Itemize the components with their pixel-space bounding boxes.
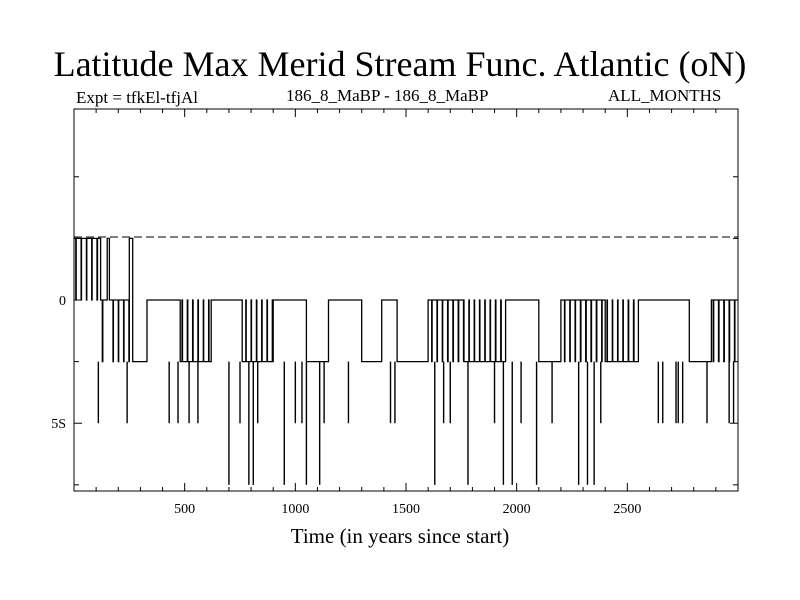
x-tick-label: 1500: [392, 502, 420, 517]
x-tick-label: 2000: [503, 502, 531, 517]
comparison-label: 186_8_MaBP - 186_8_MaBP: [286, 86, 489, 105]
y-tick-label: 5S: [51, 417, 66, 432]
months-label: ALL_MONTHS: [608, 86, 722, 105]
tick-labels: 500 1000 1500 2000 2500 0 5S: [51, 294, 641, 517]
x-axis-label: Time (in years since start): [290, 524, 510, 548]
experiment-label: Expt = tfkEl-tfjAl: [76, 88, 198, 107]
stream-function-line: [74, 237, 738, 363]
x-tick-label: 2500: [613, 502, 641, 517]
y-tick-label: 0: [59, 294, 66, 309]
series-line: [74, 237, 738, 485]
chart-title: Latitude Max Merid Stream Func. Atlantic…: [53, 44, 747, 84]
x-tick-label: 1000: [281, 502, 309, 517]
x-tick-label: 500: [174, 502, 195, 517]
